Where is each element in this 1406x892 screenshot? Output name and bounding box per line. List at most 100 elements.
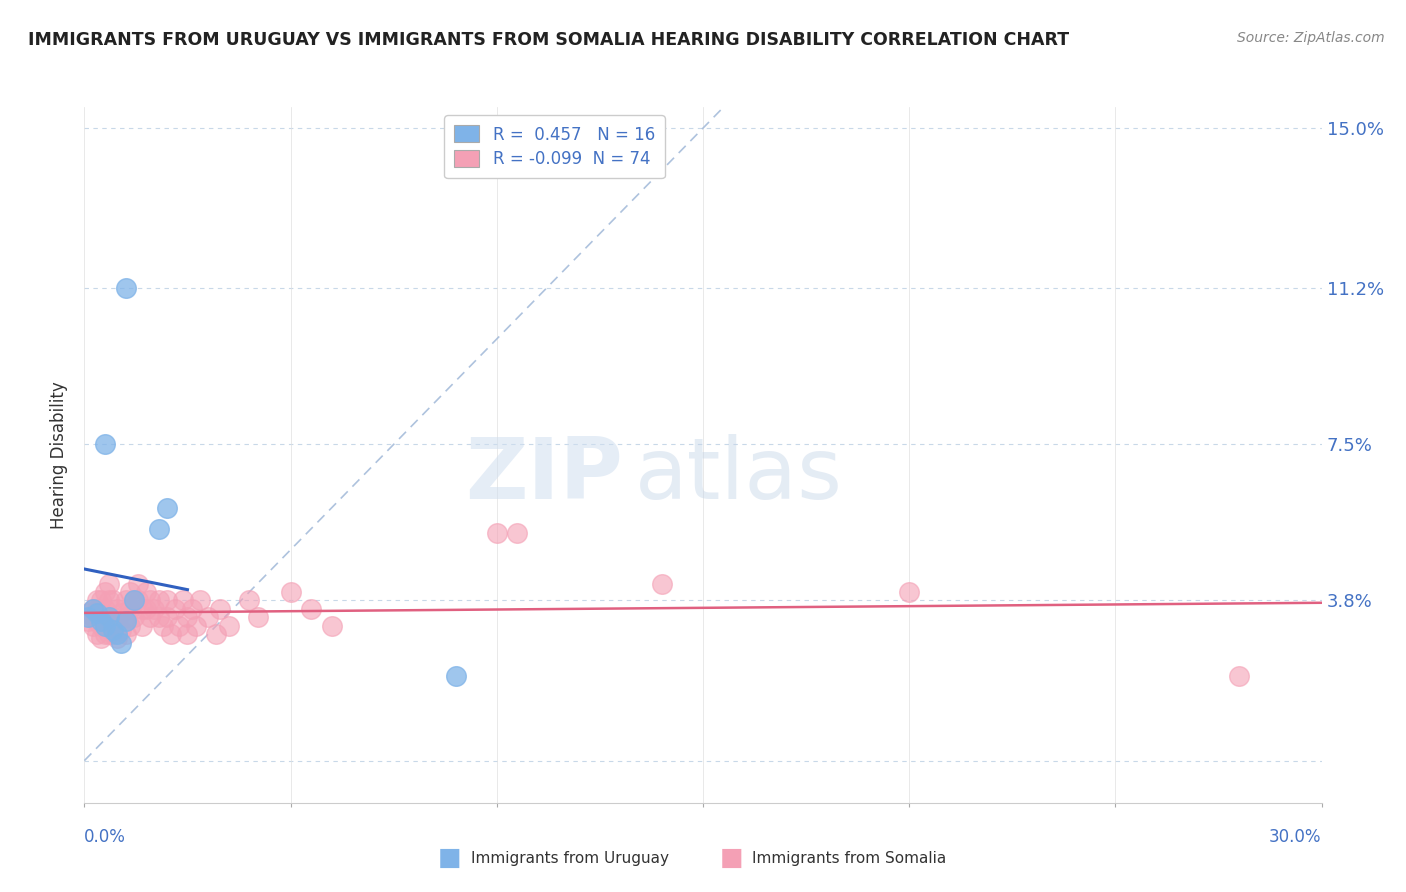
Text: Source: ZipAtlas.com: Source: ZipAtlas.com (1237, 31, 1385, 45)
Point (238, 593, 260, 607)
Point (114, 615, 136, 629)
Point (105, 602, 128, 616)
Point (180, 602, 202, 616)
Text: IMMIGRANTS FROM URUGUAY VS IMMIGRANTS FROM SOMALIA HEARING DISABILITY CORRELATIO: IMMIGRANTS FROM URUGUAY VS IMMIGRANTS FR… (28, 31, 1069, 49)
Point (105, 615, 128, 629)
Text: ZIP: ZIP (465, 434, 623, 517)
Point (98, 610, 121, 624)
Point (122, 593, 145, 607)
Point (110, 635, 132, 649)
Point (90, 632, 112, 646)
Point (114, 281, 136, 295)
Point (209, 602, 232, 616)
Point (131, 618, 153, 632)
Point (127, 576, 149, 591)
Text: Immigrants from Somalia: Immigrants from Somalia (752, 851, 946, 865)
Point (118, 618, 141, 632)
Point (148, 522, 170, 536)
Point (77, 615, 100, 629)
Text: ■: ■ (439, 847, 461, 870)
Legend: R =  0.457   N = 16, R = -0.099  N = 74: R = 0.457 N = 16, R = -0.099 N = 74 (444, 115, 665, 178)
Text: 30.0%: 30.0% (1270, 828, 1322, 847)
Point (103, 627, 125, 641)
Point (82, 618, 104, 632)
Text: Immigrants from Uruguay: Immigrants from Uruguay (471, 851, 669, 865)
Point (103, 610, 125, 624)
Point (184, 618, 207, 632)
Point (86, 606, 108, 620)
Point (98, 627, 121, 641)
Point (135, 585, 157, 599)
Point (485, 525, 508, 540)
Point (172, 593, 194, 607)
Point (148, 610, 170, 624)
Point (94, 615, 117, 629)
Point (246, 610, 269, 624)
Point (299, 602, 322, 616)
Point (94, 437, 117, 451)
Point (103, 593, 125, 607)
Point (444, 669, 467, 683)
Point (176, 627, 198, 641)
Point (156, 610, 179, 624)
Point (143, 602, 166, 616)
Point (103, 623, 125, 637)
Y-axis label: Hearing Disability: Hearing Disability (51, 381, 69, 529)
Point (86, 615, 108, 629)
Point (321, 618, 343, 632)
Point (110, 606, 132, 620)
Text: ■: ■ (720, 847, 742, 870)
Point (898, 585, 921, 599)
Point (118, 602, 141, 616)
Point (77, 606, 100, 620)
Point (176, 610, 198, 624)
Point (197, 610, 219, 624)
Point (135, 602, 157, 616)
Point (77, 610, 100, 624)
Point (90, 615, 112, 629)
Point (205, 627, 228, 641)
Point (94, 585, 117, 599)
Point (110, 623, 132, 637)
Text: 0.0%: 0.0% (84, 828, 127, 847)
Point (122, 593, 145, 607)
Point (651, 576, 673, 591)
Point (167, 618, 190, 632)
Point (1227, 669, 1250, 683)
Point (188, 593, 211, 607)
Point (139, 593, 162, 607)
Point (94, 602, 117, 616)
Point (114, 610, 136, 624)
Point (165, 602, 187, 616)
Point (131, 602, 153, 616)
Text: atlas: atlas (636, 434, 844, 517)
Point (114, 593, 136, 607)
Point (156, 593, 179, 607)
Point (127, 593, 149, 607)
Point (94, 618, 117, 632)
Point (82, 602, 104, 616)
Point (280, 585, 302, 599)
Point (94, 627, 117, 641)
Point (105, 627, 128, 641)
Point (218, 618, 240, 632)
Point (160, 627, 183, 641)
Point (90, 618, 112, 632)
Point (152, 618, 174, 632)
Point (122, 610, 145, 624)
Point (98, 593, 121, 607)
Point (98, 610, 121, 624)
Point (114, 627, 136, 641)
Point (506, 525, 529, 540)
Point (156, 500, 179, 515)
Point (82, 602, 104, 616)
Point (118, 585, 141, 599)
Point (148, 593, 170, 607)
Point (105, 632, 128, 646)
Point (98, 576, 121, 591)
Point (90, 606, 112, 620)
Point (86, 602, 108, 616)
Point (82, 610, 104, 624)
Point (86, 593, 108, 607)
Point (139, 610, 162, 624)
